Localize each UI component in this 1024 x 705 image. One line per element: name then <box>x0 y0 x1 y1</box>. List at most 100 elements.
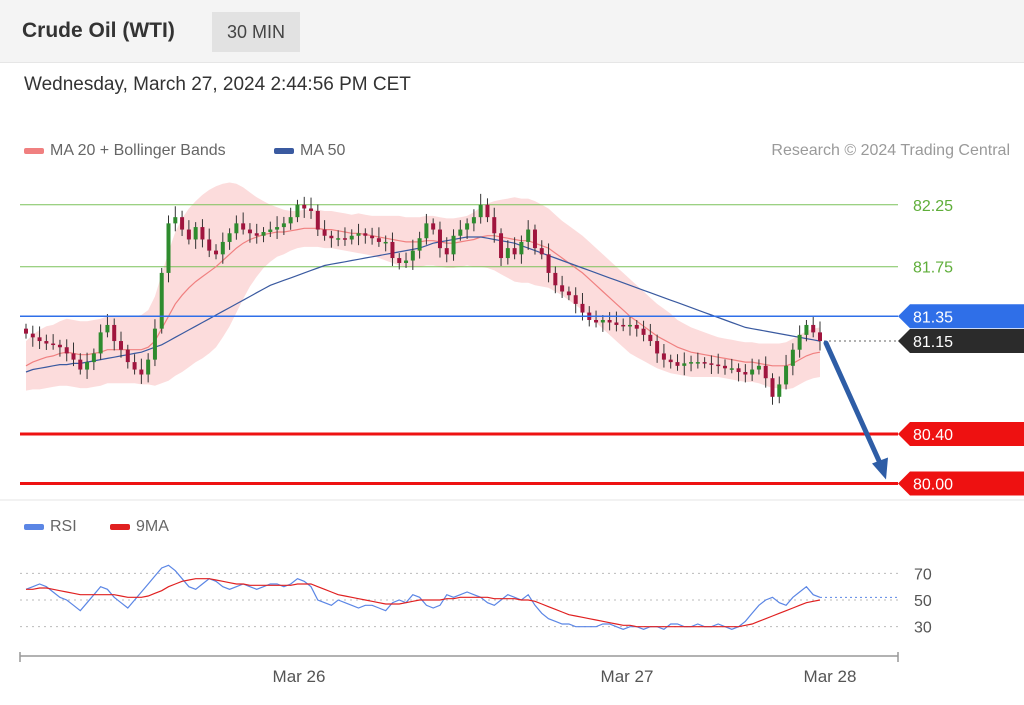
candle-body <box>125 349 130 363</box>
timeframe-button[interactable]: 30 MIN <box>212 12 300 52</box>
candle-body <box>227 233 232 242</box>
candle-body <box>702 362 707 364</box>
last-price-tag <box>898 329 1024 354</box>
last-price-label: 81.15 <box>913 334 953 351</box>
candle-body <box>275 227 280 230</box>
candle-body <box>24 328 28 334</box>
candle-body <box>444 248 449 255</box>
candle-body <box>465 223 470 230</box>
candle-body <box>166 223 171 273</box>
candle-body <box>634 324 639 329</box>
candle-body <box>71 353 76 360</box>
candle-body <box>336 238 341 240</box>
candle-body <box>329 235 334 239</box>
candle-body <box>397 258 402 264</box>
forecast-arrow-shaft <box>823 340 885 471</box>
candle-body <box>641 328 646 335</box>
rsi-tick-70: 70 <box>914 566 932 583</box>
candle-body <box>180 217 185 230</box>
candle-body <box>424 223 429 239</box>
candle-body <box>152 328 157 360</box>
candle-body <box>268 229 273 233</box>
candle-body <box>437 229 442 249</box>
candle-body <box>451 235 456 255</box>
rsi-tick-30: 30 <box>914 620 932 637</box>
candle-body <box>756 365 761 370</box>
candle-body <box>811 324 816 333</box>
time-tick-label: Mar 26 <box>273 667 326 686</box>
candle-body <box>214 250 219 255</box>
candle-body <box>57 344 62 348</box>
rsi-tick-50: 50 <box>914 593 932 610</box>
candle-body <box>580 303 585 313</box>
rsi-9ma-line <box>26 578 821 628</box>
level-label-82.25: 82.25 <box>913 198 953 215</box>
candle-body <box>146 359 151 375</box>
candle-body <box>600 319 605 323</box>
candle-body <box>370 235 375 239</box>
candle-body <box>750 369 755 375</box>
candle-body <box>342 238 347 240</box>
candle-body <box>91 353 96 363</box>
rsi-line <box>25 564 821 630</box>
candle-body <box>220 241 225 255</box>
candle-body <box>627 324 632 327</box>
forecast-arrowhead <box>872 457 888 480</box>
candle-body <box>519 241 524 255</box>
candle-body <box>804 324 809 335</box>
candle-body <box>410 250 415 261</box>
candle-body <box>648 334 653 342</box>
candle-body <box>478 204 483 218</box>
candle-body <box>818 332 822 342</box>
candle-body <box>614 322 619 325</box>
candle-body <box>573 295 578 304</box>
legend-9ma-label: 9MA <box>136 518 169 535</box>
candle-body <box>675 362 680 366</box>
candle-body <box>682 363 687 366</box>
candle-body <box>315 210 320 230</box>
candle-body <box>512 248 517 255</box>
candle-body <box>295 204 300 218</box>
candle-body <box>254 233 259 236</box>
legend-rsi: RSI <box>24 518 77 536</box>
candle-body <box>790 349 795 366</box>
candle-body <box>383 241 388 244</box>
candle-body <box>431 223 436 230</box>
candle-body <box>200 227 205 240</box>
legend-ma50-swatch <box>274 147 294 154</box>
candle-body <box>139 369 144 375</box>
candle-body <box>471 217 476 224</box>
legend-ma20: MA 20 + Bollinger Bands <box>24 142 226 160</box>
candle-body <box>499 233 504 259</box>
candle-body <box>78 359 83 370</box>
candle-body <box>729 368 734 370</box>
candle-body <box>390 241 395 259</box>
candle-body <box>621 324 626 327</box>
candle-body <box>85 362 90 370</box>
candle-body <box>241 223 246 230</box>
candle-body <box>546 254 551 273</box>
time-tick-label: Mar 27 <box>601 667 654 686</box>
legend-ma50: MA 50 <box>274 142 345 160</box>
level-label-80.40: 80.40 <box>913 427 953 444</box>
candle-body <box>247 229 252 234</box>
bollinger-band <box>26 182 820 391</box>
candle-body <box>492 217 497 234</box>
candle-body <box>322 229 327 236</box>
candle-body <box>363 233 368 236</box>
candle-body <box>349 235 354 240</box>
candle-body <box>356 233 361 236</box>
candle-body <box>526 229 531 242</box>
candle-body <box>159 272 164 329</box>
level-tag-80.00 <box>898 471 1024 496</box>
candle-body <box>485 204 490 218</box>
candle-body <box>763 365 768 379</box>
chart-header: Crude Oil (WTI) 30 MIN <box>0 0 1024 63</box>
legend-ma20-label: MA 20 + Bollinger Bands <box>50 142 226 159</box>
candle-body <box>458 229 463 236</box>
candle-body <box>505 248 510 259</box>
candle-body <box>668 359 673 363</box>
candle-body <box>417 238 422 251</box>
ma20-line <box>25 227 821 367</box>
candle-body <box>655 341 660 354</box>
